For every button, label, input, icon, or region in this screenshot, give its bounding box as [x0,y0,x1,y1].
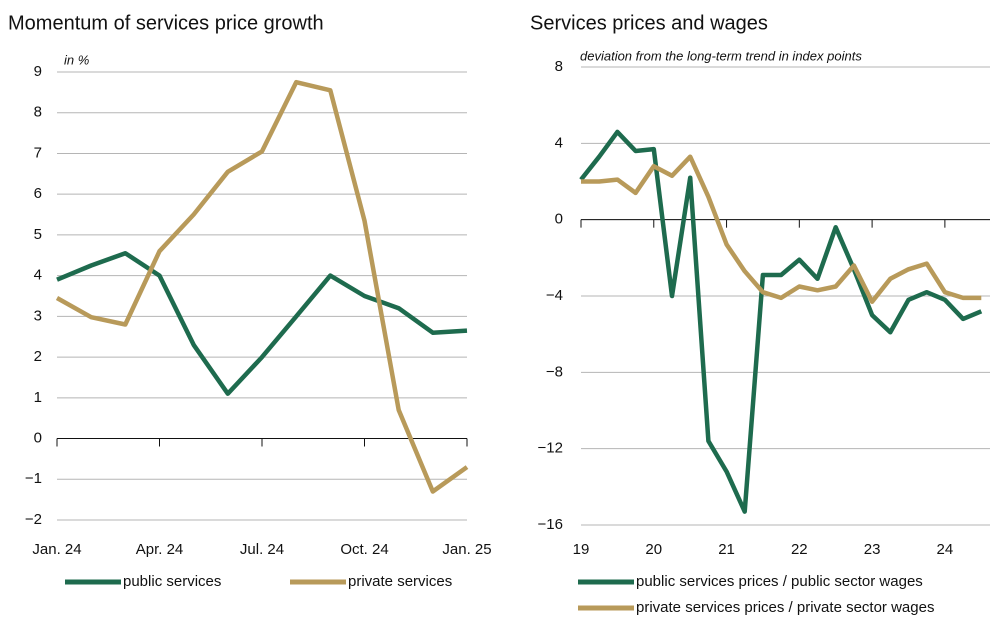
legend-label: public services prices / public sector w… [636,573,923,590]
chart-title: Momentum of services price growth [8,12,324,34]
y-tick-label: −2 [25,511,42,528]
y-tick-label: 0 [555,211,563,228]
y-tick-label: −12 [538,440,563,457]
y-tick-label: −4 [546,287,563,304]
x-tick-label: 21 [718,541,735,558]
x-tick-label: Apr. 24 [136,541,184,558]
y-tick-label: −1 [25,470,42,487]
chart-title: Services prices and wages [530,12,768,34]
x-tick-label: 23 [864,541,881,558]
y-tick-label: 0 [34,430,42,447]
y-tick-label: 7 [34,144,42,161]
line-series [579,129,983,514]
y-tick-label: 8 [555,58,563,75]
y-tick-label: 6 [34,185,42,202]
x-tick-label: 24 [937,541,954,558]
x-tick-label: 22 [791,541,808,558]
y-tick-label: 4 [34,267,42,284]
chart-subtitle: in % [64,52,89,67]
y-tick-label: 4 [555,134,563,151]
line-series [581,154,982,304]
line-series [55,79,469,494]
y-tick-label: −16 [538,516,563,533]
line-series [56,250,468,396]
x-tick-label: Jan. 25 [442,541,491,558]
y-tick-label: 5 [34,226,42,243]
y-tick-label: 9 [34,63,42,80]
x-tick-label: Jan. 24 [32,541,81,558]
y-tick-label: 3 [34,307,42,324]
legend-label: private services prices / private sector… [636,599,934,616]
x-tick-label: Jul. 24 [240,541,284,558]
y-tick-label: 8 [34,104,42,121]
legend-label: public services [123,573,221,590]
x-tick-label: 20 [645,541,662,558]
x-tick-label: Oct. 24 [340,541,388,558]
legend-label: private services [348,573,452,590]
y-tick-label: 1 [34,389,42,406]
y-tick-label: −8 [546,363,563,380]
y-tick-label: 2 [34,348,42,365]
x-tick-label: 19 [573,541,590,558]
chart-subtitle: deviation from the long-term trend in in… [580,48,862,63]
